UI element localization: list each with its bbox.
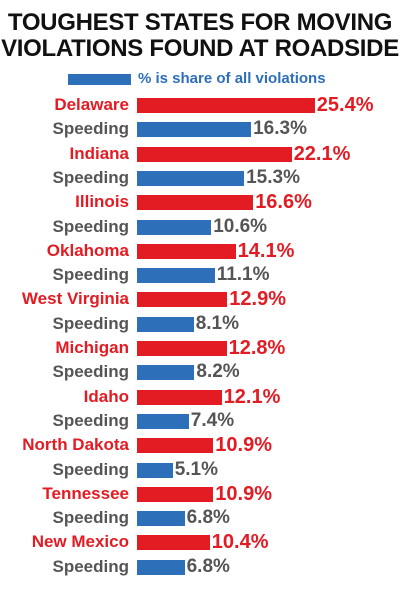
speeding-value-label: 16.3%: [253, 118, 307, 140]
state-value-label: 12.9%: [229, 288, 287, 311]
speeding-value-label: 5.1%: [174, 458, 218, 480]
state-label: Delaware: [54, 95, 129, 114]
speeding-bar: [137, 170, 245, 186]
speeding-bar: [137, 413, 189, 429]
state-bar: [137, 146, 292, 162]
speeding-bar: [137, 365, 195, 381]
speeding-bar: [137, 462, 173, 478]
state-value-label: 10.9%: [215, 482, 273, 505]
state-bar: [137, 243, 236, 259]
state-bar: [137, 341, 227, 356]
chart-title-line-1: TOUGHEST STATES FOR MOVING: [7, 9, 393, 36]
speeding-label: Speeding: [52, 459, 129, 479]
speeding-bar: [137, 559, 185, 575]
speeding-label: Speeding: [52, 362, 129, 382]
state-label: West Virginia: [21, 289, 129, 309]
chart-title-line-2: VIOLATIONS FOUND AT ROADSIDE: [1, 35, 399, 62]
state-bar: [137, 438, 214, 454]
speeding-label: Speeding: [52, 410, 129, 430]
speeding-label: Speeding: [52, 265, 129, 285]
state-label: Indiana: [69, 143, 129, 163]
speeding-label: Speeding: [52, 556, 129, 576]
state-bar: [137, 535, 210, 551]
state-label: Michigan: [55, 338, 129, 357]
speeding-value-label: 8.2%: [196, 361, 240, 383]
state-value-label: 16.6%: [255, 191, 312, 214]
speeding-value-label: 15.3%: [246, 166, 300, 188]
legend-swatch: [68, 74, 131, 85]
speeding-value-label: 10.6%: [213, 215, 268, 237]
speeding-value-label: 8.1%: [195, 312, 239, 334]
speeding-label: Speeding: [52, 119, 129, 139]
speeding-bar: [137, 122, 252, 138]
state-bar: [137, 292, 228, 308]
speeding-label: Speeding: [52, 313, 129, 333]
state-value-label: 10.4%: [211, 531, 269, 554]
speeding-value-label: 11.1%: [216, 264, 270, 286]
state-label: North Dakota: [22, 435, 129, 455]
state-bar: [137, 389, 222, 405]
speeding-bar: [137, 511, 185, 527]
state-label: Idaho: [83, 386, 129, 406]
state-value-label: 12.8%: [228, 337, 286, 359]
speeding-value-label: 7.4%: [190, 409, 235, 431]
state-value-label: 10.9%: [215, 434, 273, 457]
speeding-value-label: 6.8%: [186, 555, 230, 577]
speeding-bar: [137, 219, 212, 235]
state-bar: [137, 486, 214, 502]
speeding-label: Speeding: [52, 508, 129, 528]
state-value-label: 14.1%: [237, 239, 295, 262]
state-value-label: 12.1%: [223, 385, 281, 408]
state-label: Tennessee: [42, 483, 129, 503]
state-label: New Mexico: [31, 532, 129, 552]
state-label: Illinois: [75, 192, 129, 212]
state-label: Oklahoma: [46, 240, 129, 260]
state-value-label: 22.1%: [293, 142, 351, 165]
legend-label: % is share of all violations: [138, 70, 326, 87]
speeding-label: Speeding: [52, 167, 129, 187]
speeding-label: Speeding: [52, 216, 129, 236]
speeding-value-label: 6.8%: [186, 507, 230, 529]
state-bar: [137, 98, 315, 113]
state-value-label: 25.4%: [316, 94, 374, 116]
speeding-bar: [137, 316, 194, 332]
speeding-bar: [137, 268, 215, 284]
state-bar: [137, 195, 254, 211]
